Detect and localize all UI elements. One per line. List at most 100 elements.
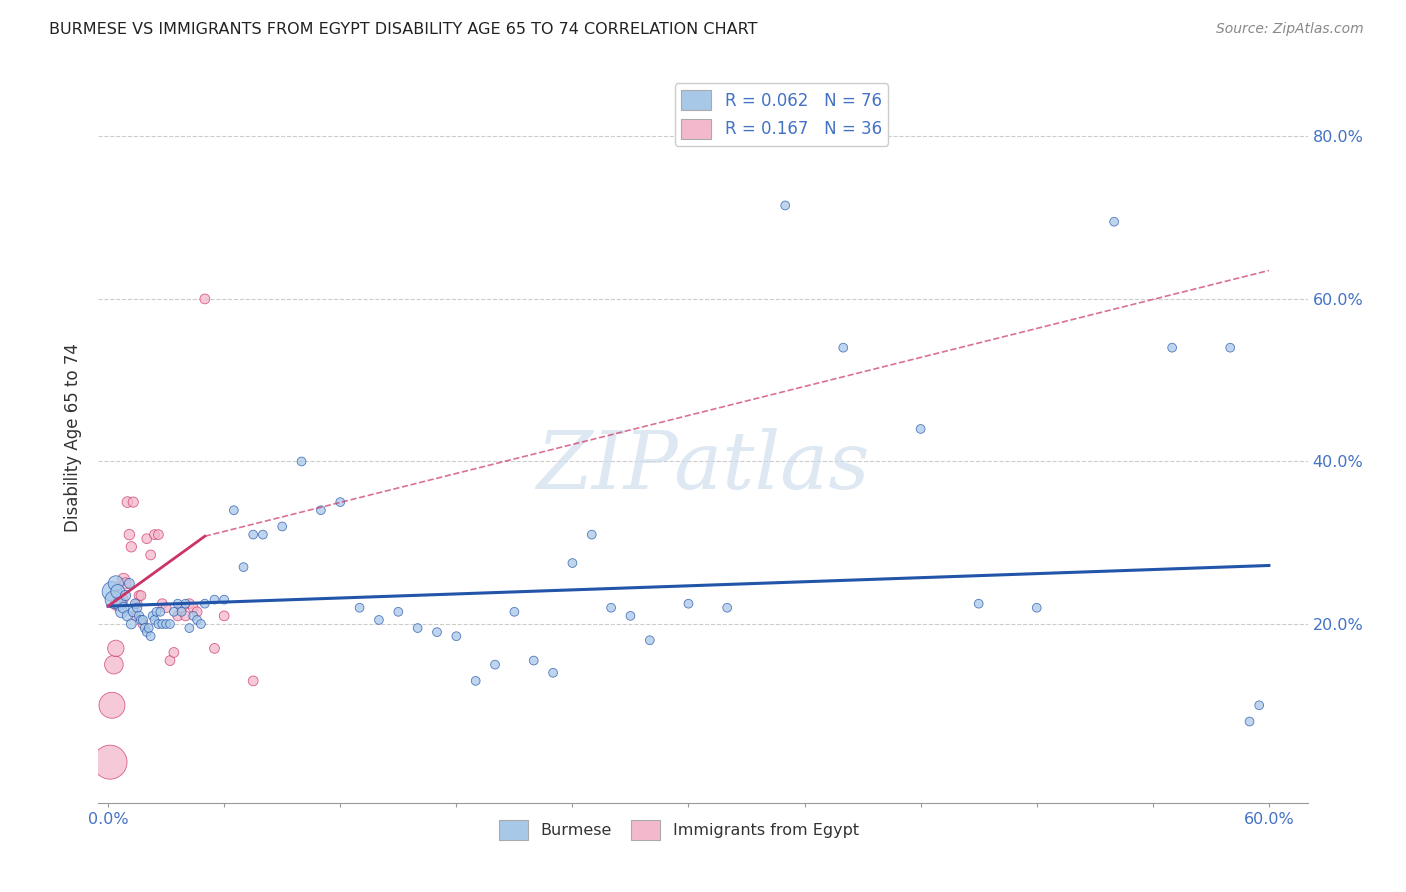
- Point: [222, 503, 245, 517]
- Point: [108, 597, 131, 611]
- Point: [124, 608, 146, 623]
- Point: [135, 625, 157, 640]
- Point: [181, 600, 204, 615]
- Point: [212, 592, 235, 607]
- Point: [406, 621, 429, 635]
- Point: [541, 665, 564, 680]
- Point: [166, 597, 188, 611]
- Point: [117, 608, 139, 623]
- Point: [111, 592, 134, 607]
- Point: [107, 597, 129, 611]
- Point: [120, 540, 142, 554]
- Point: [98, 755, 121, 769]
- Point: [150, 617, 173, 632]
- Point: [143, 527, 166, 541]
- Point: [139, 548, 162, 562]
- Point: [174, 608, 197, 623]
- Point: [155, 617, 177, 632]
- Point: [128, 589, 150, 603]
- Point: [186, 613, 208, 627]
- Point: [138, 621, 160, 635]
- Point: [503, 605, 526, 619]
- Point: [194, 597, 217, 611]
- Point: [619, 608, 641, 623]
- Point: [166, 608, 188, 623]
- Point: [128, 608, 150, 623]
- Point: [132, 617, 155, 632]
- Legend: Burmese, Immigrants from Egypt: Burmese, Immigrants from Egypt: [492, 814, 865, 846]
- Point: [112, 600, 135, 615]
- Point: [159, 654, 181, 668]
- Point: [163, 645, 186, 659]
- Point: [104, 576, 127, 591]
- Point: [104, 641, 127, 656]
- Point: [204, 641, 226, 656]
- Point: [163, 605, 186, 619]
- Point: [190, 617, 212, 632]
- Point: [124, 597, 146, 611]
- Point: [174, 597, 197, 611]
- Point: [117, 495, 139, 509]
- Point: [910, 422, 932, 436]
- Point: [114, 589, 136, 603]
- Point: [561, 556, 583, 570]
- Point: [484, 657, 506, 672]
- Point: [716, 600, 738, 615]
- Point: [159, 617, 181, 632]
- Point: [186, 605, 208, 619]
- Point: [1249, 698, 1271, 713]
- Point: [242, 527, 264, 541]
- Point: [181, 608, 204, 623]
- Point: [170, 600, 193, 615]
- Point: [523, 654, 546, 668]
- Point: [118, 576, 141, 591]
- Point: [252, 527, 274, 541]
- Point: [581, 527, 603, 541]
- Point: [290, 454, 312, 468]
- Point: [204, 592, 226, 607]
- Point: [349, 600, 371, 615]
- Point: [232, 560, 254, 574]
- Point: [600, 600, 623, 615]
- Point: [329, 495, 352, 509]
- Point: [1025, 600, 1047, 615]
- Point: [1239, 714, 1261, 729]
- Point: [387, 605, 409, 619]
- Point: [108, 597, 131, 611]
- Point: [111, 605, 134, 619]
- Point: [120, 617, 142, 632]
- Point: [142, 608, 165, 623]
- Point: [1161, 341, 1184, 355]
- Point: [112, 572, 135, 586]
- Point: [368, 613, 391, 627]
- Point: [150, 597, 173, 611]
- Point: [127, 597, 149, 611]
- Point: [773, 198, 796, 212]
- Point: [103, 657, 125, 672]
- Point: [194, 292, 217, 306]
- Point: [212, 608, 235, 623]
- Point: [101, 584, 124, 599]
- Point: [107, 584, 129, 599]
- Point: [148, 617, 170, 632]
- Y-axis label: Disability Age 65 to 74: Disability Age 65 to 74: [63, 343, 82, 532]
- Point: [134, 621, 156, 635]
- Text: Source: ZipAtlas.com: Source: ZipAtlas.com: [1216, 22, 1364, 37]
- Point: [122, 605, 145, 619]
- Point: [967, 597, 990, 611]
- Point: [127, 600, 149, 615]
- Point: [129, 613, 152, 627]
- Point: [139, 629, 162, 643]
- Point: [638, 633, 661, 648]
- Text: ZIPatlas: ZIPatlas: [536, 427, 870, 505]
- Point: [464, 673, 486, 688]
- Point: [678, 597, 700, 611]
- Point: [242, 673, 264, 688]
- Point: [143, 613, 166, 627]
- Text: BURMESE VS IMMIGRANTS FROM EGYPT DISABILITY AGE 65 TO 74 CORRELATION CHART: BURMESE VS IMMIGRANTS FROM EGYPT DISABIL…: [49, 22, 758, 37]
- Point: [446, 629, 468, 643]
- Point: [132, 613, 155, 627]
- Point: [426, 625, 449, 640]
- Point: [145, 605, 167, 619]
- Point: [170, 605, 193, 619]
